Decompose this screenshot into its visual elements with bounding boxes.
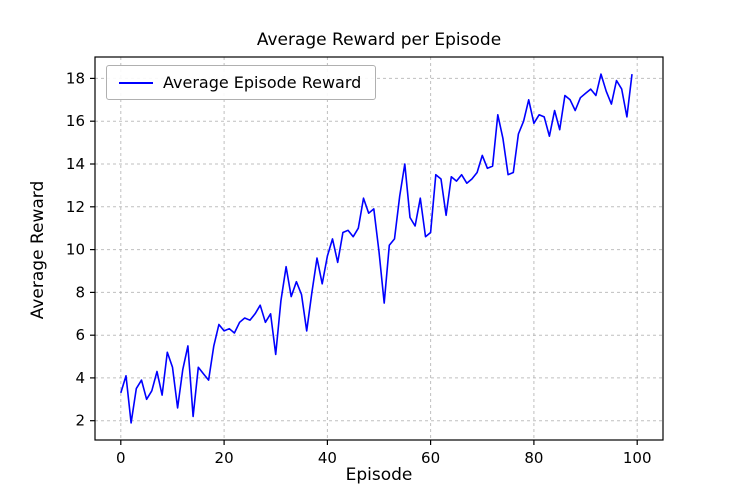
svg-text:2: 2	[75, 412, 85, 430]
svg-text:4: 4	[75, 369, 85, 387]
legend-line-sample	[119, 81, 153, 84]
svg-text:10: 10	[66, 241, 85, 259]
svg-text:12: 12	[66, 198, 85, 216]
svg-text:20: 20	[215, 449, 234, 467]
svg-text:8: 8	[75, 283, 85, 301]
svg-text:18: 18	[66, 69, 85, 87]
legend: Average Episode Reward	[106, 65, 377, 100]
svg-text:80: 80	[524, 449, 543, 467]
x-axis-label: Episode	[345, 465, 413, 485]
svg-text:60: 60	[421, 449, 440, 467]
svg-text:100: 100	[623, 449, 652, 467]
svg-text:6: 6	[75, 326, 85, 344]
svg-text:0: 0	[116, 449, 126, 467]
svg-text:40: 40	[318, 449, 337, 467]
y-axis-label: Average Reward	[28, 180, 48, 320]
svg-text:14: 14	[66, 155, 85, 173]
chart-title: Average Reward per Episode	[256, 30, 502, 50]
svg-text:16: 16	[66, 112, 85, 130]
legend-label: Average Episode Reward	[163, 73, 362, 92]
